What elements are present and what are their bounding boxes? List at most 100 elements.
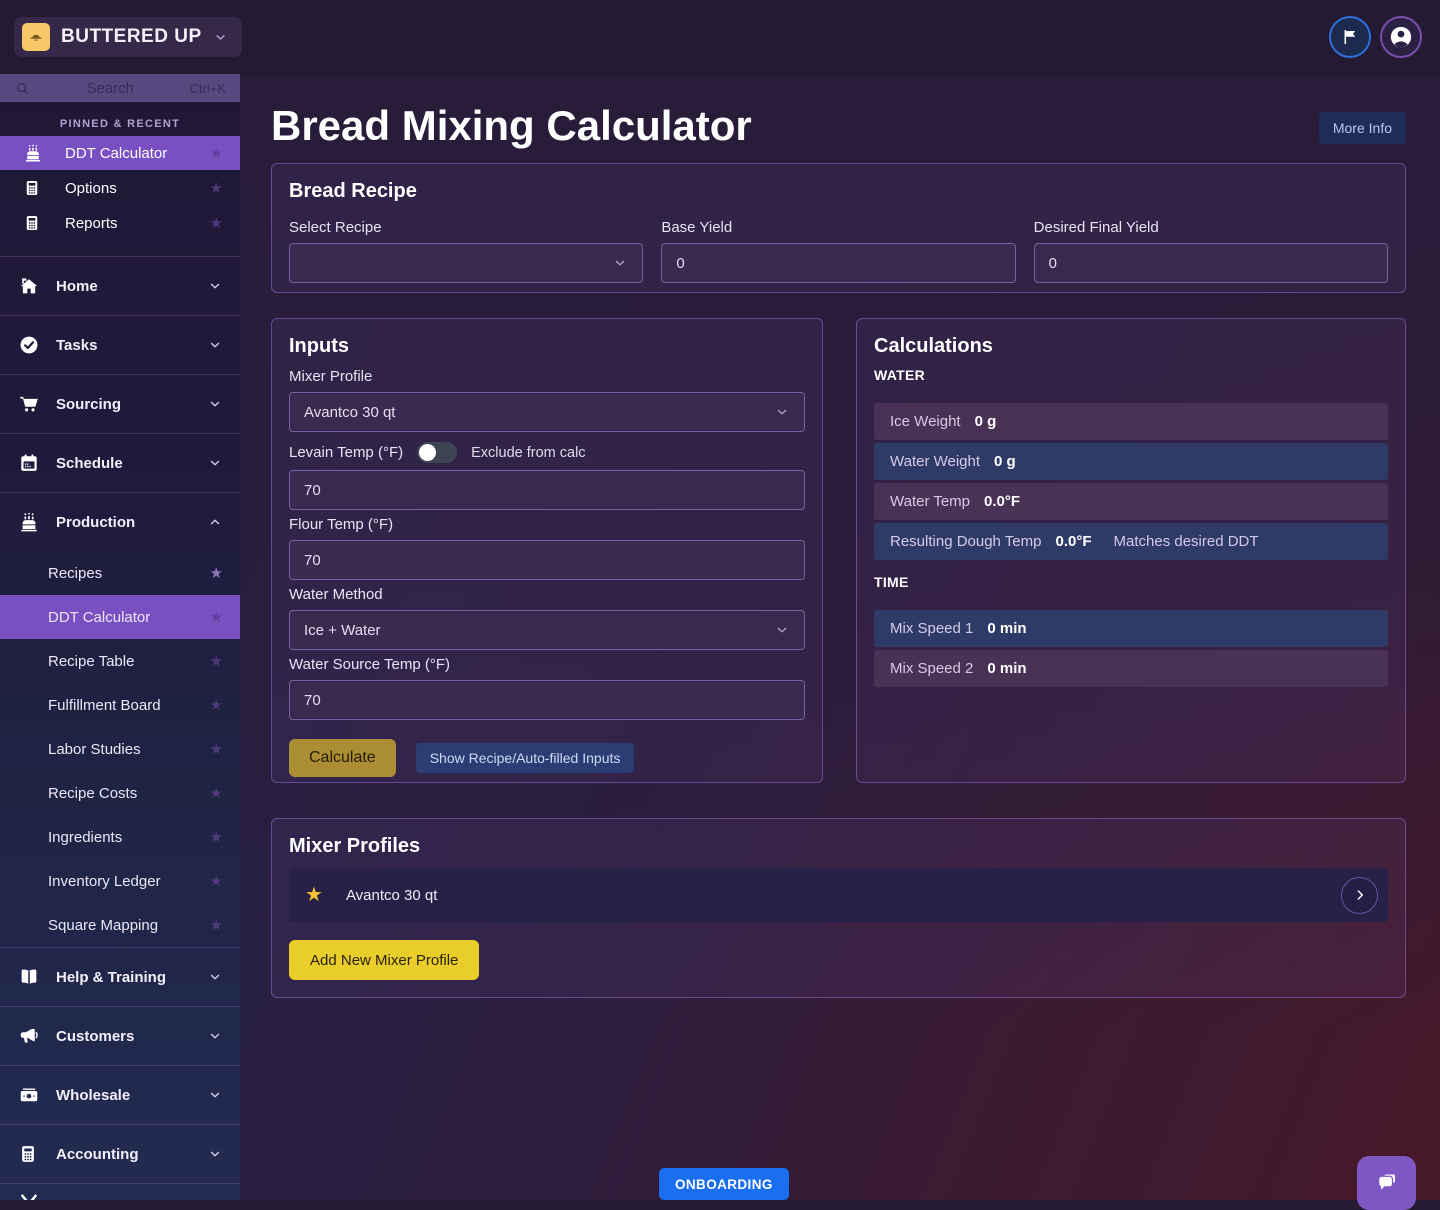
select-recipe-label: Select Recipe (289, 219, 382, 237)
sidebar-item-ingredients[interactable]: Ingredients ★ (0, 815, 240, 859)
pin-star[interactable]: ★ (209, 872, 223, 890)
sidebar-item-recipes[interactable]: Recipes ★ (0, 551, 240, 595)
bread-recipe-card: Bread Recipe Select Recipe Base Yield De… (271, 163, 1406, 294)
sidebar-item-fulfillment-board[interactable]: Fulfillment Board ★ (0, 683, 240, 727)
chat-button[interactable] (1357, 1156, 1416, 1210)
sidebar-item-tasks[interactable]: Tasks (0, 315, 240, 374)
brand-menu[interactable]: BUTTERED UP (14, 17, 242, 57)
pin-star[interactable]: ★ (209, 608, 223, 626)
chevron-down-icon (774, 622, 790, 638)
pin-star[interactable]: ★ (209, 144, 223, 162)
sidebar-item-label: Square Mapping (48, 916, 159, 934)
sidebar-item-customers[interactable]: Customers (0, 1006, 240, 1065)
sidebar-item-label: Tasks (56, 336, 98, 354)
chevron-down-icon (208, 1029, 222, 1043)
page-title: Bread Mixing Calculator (271, 102, 752, 149)
pin-star[interactable]: ★ (209, 696, 223, 714)
sidebar-item-label: Inventory Ledger (48, 872, 161, 890)
chevron-down-icon (612, 255, 628, 271)
pin-star[interactable]: ★ (209, 740, 223, 758)
inputs-card: Inputs Mixer Profile Avantco 30 qt Levai… (271, 318, 823, 784)
sidebar-item-production[interactable]: Production (0, 492, 240, 551)
pin-star[interactable]: ★ (209, 916, 223, 934)
flag-button[interactable] (1329, 16, 1371, 58)
add-mixer-profile-button[interactable]: Add New Mixer Profile (289, 940, 480, 981)
mixer-profile-dropdown[interactable]: Avantco 30 qt (289, 392, 805, 433)
water-source-temp-input[interactable] (289, 680, 805, 721)
levain-temp-input[interactable] (289, 470, 805, 511)
chevron-down-icon (208, 1088, 222, 1102)
sidebar-item-help-training[interactable]: Help & Training (0, 947, 240, 1006)
calculations-card: Calculations WATER Ice Weight 0 g Water … (856, 318, 1406, 784)
calc-row-mix-speed-1: Mix Speed 1 0 min (874, 610, 1388, 648)
mixer-profile-expand-button[interactable] (1341, 876, 1378, 914)
more-info-button[interactable]: More Info (1318, 112, 1406, 144)
sidebar-item-home[interactable]: Home (0, 256, 240, 315)
pin-star[interactable]: ★ (209, 179, 223, 197)
chevron-down-icon (208, 456, 222, 470)
calc-row-mix-speed-2: Mix Speed 2 0 min (874, 650, 1388, 688)
sidebar-item-label: Accounting (56, 1145, 139, 1163)
chevron-down-icon (208, 338, 222, 352)
pin-star[interactable]: ★ (209, 828, 223, 846)
onboarding-button[interactable]: ONBOARDING (659, 1168, 789, 1200)
calc-row-ice-weight: Ice Weight 0 g (874, 403, 1388, 441)
sidebar-item-labor-studies[interactable]: Labor Studies ★ (0, 727, 240, 771)
base-yield-input[interactable] (661, 243, 1016, 284)
sidebar: Search Ctrl+K PINNED & RECENT DDT Calcul… (0, 74, 240, 1200)
bread-recipe-fields: Select Recipe Base Yield Desired Final Y… (289, 219, 1388, 284)
calculations-title: Calculations (874, 335, 993, 358)
select-recipe-dropdown[interactable] (289, 243, 644, 284)
pin-star[interactable]: ★ (209, 784, 223, 802)
sidebar-item-wholesale[interactable]: Wholesale (0, 1065, 240, 1124)
mixer-profile-row[interactable]: ★ Avantco 30 qt (289, 868, 1388, 923)
water-method-dropdown[interactable]: Ice + Water (289, 610, 805, 651)
sidebar-item-options-pinned[interactable]: Options ★ (0, 171, 240, 205)
megaphone-icon (18, 1025, 40, 1047)
sidebar-item-reports-pinned[interactable]: Reports ★ (0, 206, 240, 240)
pin-star[interactable]: ★ (209, 652, 223, 670)
water-method-label: Water Method (289, 586, 383, 604)
sidebar-item-label: Production (56, 513, 136, 531)
inputs-title: Inputs (289, 335, 349, 358)
sidebar-item-label: Wholesale (56, 1086, 131, 1104)
page-head: Bread Mixing Calculator More Info (271, 102, 1406, 149)
search-placeholder: Search (86, 79, 135, 97)
check-circle-icon (18, 334, 40, 356)
calc-value: 0 g (994, 453, 1016, 471)
sidebar-item-label: Recipe Table (48, 652, 135, 670)
sidebar-item-ddt-calculator-pinned[interactable]: DDT Calculator ★ (0, 136, 240, 170)
flour-temp-input[interactable] (289, 540, 805, 581)
brand-name: BUTTERED UP (61, 26, 202, 47)
desired-final-yield-input[interactable] (1033, 243, 1388, 284)
account-button[interactable] (1380, 16, 1422, 58)
sidebar-item-inventory-ledger[interactable]: Inventory Ledger ★ (0, 859, 240, 903)
flag-icon (1344, 29, 1356, 45)
calc-row-water-weight: Water Weight 0 g (874, 443, 1388, 481)
pin-star[interactable]: ★ (209, 214, 223, 232)
sidebar-item-label: DDT Calculator (48, 608, 151, 626)
show-recipe-inputs-button[interactable]: Show Recipe/Auto-filled Inputs (415, 743, 635, 774)
search-bar[interactable]: Search Ctrl+K (0, 74, 240, 102)
sidebar-item-accounting[interactable]: Accounting (0, 1124, 240, 1183)
partial-icon (18, 1192, 40, 1200)
sidebar-item-label: Reports (65, 214, 118, 232)
pin-star[interactable]: ★ (209, 564, 223, 582)
sidebar-item-recipe-costs[interactable]: Recipe Costs ★ (0, 771, 240, 815)
sidebar-item-partial[interactable] (0, 1183, 240, 1200)
chevron-down-icon (774, 404, 790, 420)
sidebar-item-schedule[interactable]: Schedule (0, 433, 240, 492)
topbar-actions (1329, 16, 1422, 58)
sidebar-item-label: Help & Training (56, 968, 167, 986)
sidebar-item-label: Recipe Costs (48, 784, 138, 802)
sidebar-item-ddt-calculator[interactable]: DDT Calculator ★ (0, 595, 240, 639)
levain-exclude-toggle[interactable] (417, 442, 458, 464)
mixer-profile-value: Avantco 30 qt (304, 403, 396, 421)
calculate-button[interactable]: Calculate (289, 739, 396, 778)
sidebar-item-label: Ingredients (48, 828, 123, 846)
sidebar-item-square-mapping[interactable]: Square Mapping ★ (0, 903, 240, 947)
sidebar-item-recipe-table[interactable]: Recipe Table ★ (0, 639, 240, 683)
calc-label: Water Weight (890, 453, 981, 471)
sidebar-item-sourcing[interactable]: Sourcing (0, 374, 240, 433)
inputs-actions: Calculate Show Recipe/Auto-filled Inputs (289, 739, 805, 778)
